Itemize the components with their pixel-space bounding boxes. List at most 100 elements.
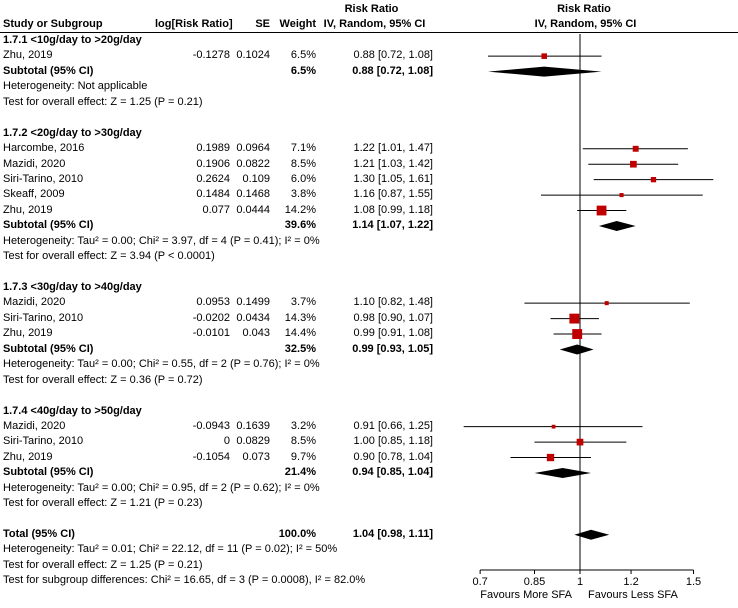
se-value: 0.0822 — [236, 157, 270, 170]
subgroup-differences-note: Test for subgroup differences: Chi² = 16… — [3, 574, 366, 587]
effect-square — [546, 453, 555, 462]
col-log-rr-header: log[Risk Ratio] — [155, 18, 233, 30]
plot-column-title: Risk Ratio — [557, 3, 611, 15]
overall-effect-note-row: Test for overall effect: Z = 1.25 (P = 0… — [0, 95, 738, 110]
plot-column-subtitle: IV, Random, 95% CI — [534, 18, 637, 30]
pooled-diamond — [598, 220, 636, 231]
study-row: Mazidi, 2020 0.1906 0.0822 8.5% 1.21 [1.03, … — [0, 157, 738, 172]
se-value: 0.0829 — [236, 435, 270, 448]
effect-square — [576, 438, 584, 446]
log-risk-ratio-value: -0.1054 — [192, 450, 230, 463]
study-name: Skeaff, 2009 — [3, 188, 65, 201]
heterogeneity-note-row: Heterogeneity: Not applicable — [0, 79, 738, 94]
study-name: Siri-Tarino, 2010 — [3, 172, 84, 185]
subtotal-row: Subtotal (95% CI) 6.5% 0.88 [0.72, 1.08] — [0, 64, 738, 79]
pooled-diamond — [488, 66, 602, 77]
study-row: Zhu, 2019 0.077 0.0444 14.2% 1.08 [0.99, 1.1… — [0, 203, 738, 218]
favours-right-label: Favours Less SFA — [588, 589, 679, 601]
se-value: 0.1024 — [236, 49, 270, 62]
effect-square — [630, 160, 637, 168]
weight-value: 100.0% — [278, 528, 316, 540]
weight-value: 8.5% — [290, 157, 316, 170]
empty-cell — [155, 527, 230, 542]
ci-text: 0.91 [0.66, 1.25] — [353, 419, 433, 432]
weight-value: 6.5% — [290, 64, 316, 77]
weight-value: 3.7% — [290, 296, 316, 309]
axis-tick-label: 1.5 — [686, 576, 701, 588]
weight-value: 3.8% — [290, 188, 316, 201]
study-row: Siri-Tarino, 2010 -0.0202 0.0434 14.3% 0.98 … — [0, 311, 738, 326]
col-weight-header: Weight — [279, 18, 316, 30]
header-spacer — [0, 2, 313, 17]
heterogeneity-note: Heterogeneity: Tau² = 0.00; Chi² = 0.55,… — [3, 358, 320, 371]
log-risk-ratio-value: 0.077 — [202, 203, 230, 216]
study-row: Siri-Tarino, 2010 0 0.0829 8.5% 1.00 [0.85, … — [0, 434, 738, 449]
empty-cell — [155, 64, 230, 79]
table-header: Risk Ratio Risk Ratio Study or Subgroup … — [0, 0, 738, 33]
study-row: Skeaff, 2009 0.1484 0.1468 3.8% 1.16 [0.87, … — [0, 187, 738, 202]
heterogeneity-note: Heterogeneity: Tau² = 0.00; Chi² = 0.95,… — [3, 481, 320, 494]
se-value: 0.0964 — [236, 142, 270, 155]
log-risk-ratio-value: -0.0202 — [192, 311, 230, 324]
heterogeneity-note-row: Heterogeneity: Tau² = 0.00; Chi² = 0.95,… — [0, 481, 738, 496]
se-value: 0.043 — [242, 327, 270, 340]
ci-column-title: Risk Ratio — [344, 3, 399, 15]
ci-text: 1.08 [0.99, 1.18] — [353, 203, 433, 216]
ci-text: 1.16 [0.87, 1.55] — [353, 188, 433, 201]
axis-tick-label: 1.2 — [623, 576, 638, 588]
log-risk-ratio-value: -0.1278 — [192, 49, 230, 62]
total-heterogeneity-note-row: Heterogeneity: Tau² = 0.01; Chi² = 22.12… — [0, 542, 738, 557]
weight-value: 3.2% — [290, 419, 316, 432]
empty-cell — [155, 218, 230, 233]
subtotal-label: Subtotal (95% CI) — [3, 342, 94, 355]
ci-text: 1.10 [0.82, 1.48] — [353, 296, 433, 309]
effect-square — [650, 177, 657, 183]
effect-square — [572, 329, 583, 339]
se-value: 0.073 — [242, 450, 270, 463]
axis-tick-label: 0.85 — [524, 576, 545, 588]
effect-square — [604, 301, 609, 306]
log-risk-ratio-value: 0.1989 — [196, 142, 230, 155]
ci-text: 1.04 [0.98, 1.11] — [352, 528, 433, 540]
col-ci-header: IV, Random, 95% CI — [323, 18, 426, 30]
study-name: Mazidi, 2020 — [3, 157, 66, 170]
overall-effect-note: Test for overall effect: Z = 0.36 (P = 0… — [3, 373, 203, 386]
table-body: 1.7.1 <10g/day to >20g/day Zhu, 2019 -0.12… — [0, 33, 738, 589]
study-name: Zhu, 2019 — [3, 49, 53, 62]
effect-square — [541, 53, 547, 59]
subgroup-differences-note-row: Test for subgroup differences: Chi² = 16… — [0, 573, 738, 588]
subgroup-header-row: 1.7.1 <10g/day to >20g/day — [0, 33, 738, 48]
weight-value: 21.4% — [284, 466, 316, 479]
study-row: Zhu, 2019 -0.1054 0.073 9.7% 0.90 [0.78, 1.0… — [0, 450, 738, 465]
subgroup-label: 1.7.1 <10g/day to >20g/day — [3, 34, 142, 46]
study-name: Zhu, 2019 — [3, 327, 53, 340]
subgroup-header-row: 1.7.2 <20g/day to >30g/day — [0, 126, 738, 141]
subtotal-row: Subtotal (95% CI) 39.6% 1.14 [1.07, 1.22] — [0, 218, 738, 233]
study-name: Mazidi, 2020 — [3, 419, 66, 432]
heterogeneity-note-row: Heterogeneity: Tau² = 0.00; Chi² = 3.97,… — [0, 234, 738, 249]
ci-text: 0.99 [0.91, 1.08] — [353, 327, 433, 340]
ci-text: 0.88 [0.72, 1.08] — [352, 64, 433, 77]
favours-left-label: Favours More SFA — [480, 589, 572, 601]
empty-cell — [230, 64, 270, 79]
weight-value: 14.4% — [284, 327, 316, 340]
subgroup-header-row: 1.7.3 <30g/day to >40g/day — [0, 280, 738, 295]
subtotal-label: Subtotal (95% CI) — [3, 64, 94, 77]
overall-effect-note-row: Test for overall effect: Z = 3.94 (P < 0… — [0, 249, 738, 264]
subgroup-label: 1.7.2 <20g/day to >30g/day — [3, 126, 142, 139]
overall-effect-note: Test for overall effect: Z = 1.21 (P = 0… — [3, 497, 203, 510]
effect-square — [619, 193, 624, 198]
study-row: Mazidi, 2020 0.0953 0.1499 3.7% 1.10 [0.82, … — [0, 295, 738, 310]
empty-cell — [155, 342, 230, 357]
study-row: Siri-Tarino, 2010 0.2624 0.109 6.0% 1.30 [1.… — [0, 172, 738, 187]
study-name: Siri-Tarino, 2010 — [3, 311, 84, 324]
empty-cell — [230, 218, 270, 233]
study-row: Zhu, 2019 -0.1278 0.1024 6.5% 0.88 [0.72, 1.… — [0, 48, 738, 63]
se-value: 0.1499 — [236, 296, 270, 309]
axis-tick-label: 1 — [577, 576, 583, 588]
total-overall-effect-note: Test for overall effect: Z = 1.25 (P = 0… — [3, 558, 203, 571]
study-row: Mazidi, 2020 -0.0943 0.1639 3.2% 0.91 [0.66,… — [0, 419, 738, 434]
weight-value: 6.5% — [290, 49, 316, 62]
ci-text: 1.22 [1.01, 1.47] — [353, 142, 433, 155]
